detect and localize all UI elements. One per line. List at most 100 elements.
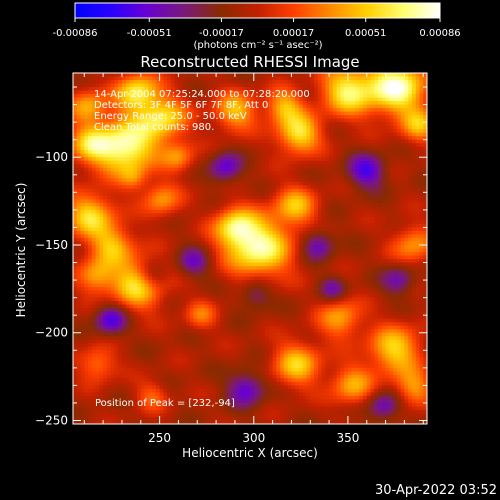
heatmap-cell bbox=[310, 146, 315, 151]
heatmap-cell bbox=[314, 76, 319, 81]
heatmap-cell bbox=[167, 234, 172, 239]
heatmap-cell bbox=[227, 108, 232, 113]
heatmap-cell bbox=[283, 188, 289, 193]
heatmap-cell bbox=[227, 164, 232, 169]
heatmap-cell bbox=[159, 171, 164, 176]
heatmap-cell bbox=[155, 252, 161, 257]
heatmap-cell bbox=[167, 178, 172, 183]
heatmap-cell bbox=[204, 220, 210, 225]
heatmap-cell bbox=[84, 108, 89, 113]
heatmap-cell bbox=[314, 73, 319, 78]
heatmap-cell bbox=[340, 101, 345, 106]
heatmap-cell bbox=[137, 244, 142, 250]
heatmap-cell bbox=[231, 143, 236, 148]
heatmap-cell bbox=[336, 153, 341, 158]
heatmap-cell bbox=[76, 73, 82, 78]
heatmap-cell bbox=[204, 97, 210, 102]
heatmap-cell bbox=[362, 111, 368, 116]
heatmap-cell bbox=[242, 160, 247, 165]
heatmap-cell bbox=[114, 174, 119, 179]
heatmap-cell bbox=[408, 76, 413, 81]
heatmap-cell bbox=[103, 171, 108, 176]
heatmap-cell bbox=[212, 227, 217, 232]
heatmap-cell bbox=[125, 143, 131, 148]
heatmap-cell bbox=[201, 118, 206, 123]
heatmap-cell bbox=[193, 115, 198, 120]
heatmap-cell bbox=[118, 227, 123, 232]
heatmap-cell bbox=[125, 76, 131, 81]
heatmap-cell bbox=[261, 146, 266, 151]
heatmap-cell bbox=[404, 111, 409, 116]
heatmap-cell bbox=[257, 111, 262, 116]
heatmap-cell bbox=[155, 143, 161, 148]
heatmap-cell bbox=[415, 174, 421, 179]
heatmap-cell bbox=[295, 171, 300, 176]
heatmap-cell bbox=[167, 153, 172, 158]
heatmap-cell bbox=[185, 118, 191, 123]
heatmap-cell bbox=[178, 146, 183, 151]
heatmap-cell bbox=[344, 111, 349, 116]
heatmap-cell bbox=[133, 94, 138, 99]
heatmap-cell bbox=[272, 87, 277, 92]
heatmap-cell bbox=[155, 87, 161, 92]
heatmap-cell bbox=[325, 174, 330, 179]
heatmap-cell bbox=[140, 230, 146, 236]
heatmap-cell bbox=[396, 167, 402, 172]
heatmap-cell bbox=[265, 234, 270, 239]
heatmap-cell bbox=[253, 230, 259, 236]
heatmap-cell bbox=[423, 94, 427, 99]
heatmap-cell bbox=[370, 227, 375, 232]
heatmap-cell bbox=[291, 104, 296, 109]
heatmap-cell bbox=[381, 199, 387, 204]
heatmap-cell bbox=[280, 153, 285, 158]
heatmap-cell bbox=[298, 111, 304, 116]
heatmap-cell bbox=[178, 87, 183, 92]
heatmap-cell bbox=[148, 160, 153, 165]
heatmap-cell bbox=[351, 132, 357, 137]
heatmap-cell bbox=[359, 195, 364, 200]
heatmap-cell bbox=[216, 111, 221, 116]
colorbar-strip bbox=[75, 3, 440, 18]
heatmap-cell bbox=[340, 188, 345, 193]
heatmap-cell bbox=[362, 202, 368, 207]
heatmap-cell bbox=[88, 188, 93, 193]
heatmap-cell bbox=[212, 199, 217, 204]
heatmap-cell bbox=[265, 111, 270, 116]
heatmap-cell bbox=[110, 146, 116, 151]
heatmap-cell bbox=[148, 206, 153, 211]
heatmap-cell bbox=[351, 146, 357, 151]
heatmap-cell bbox=[174, 143, 180, 148]
heatmap-cell bbox=[91, 223, 97, 229]
heatmap-cell bbox=[137, 73, 142, 78]
heatmap-cell bbox=[257, 241, 262, 246]
heatmap-cell bbox=[295, 206, 300, 211]
heatmap-cell bbox=[231, 132, 236, 137]
heatmap-cell bbox=[144, 213, 149, 218]
heatmap-cell bbox=[159, 115, 164, 120]
heatmap-cell bbox=[355, 111, 360, 116]
heatmap-cell bbox=[268, 216, 274, 222]
heatmap-cell bbox=[370, 178, 375, 183]
heatmap-cell bbox=[114, 223, 119, 229]
heatmap-cell bbox=[351, 157, 357, 162]
heatmap-cell bbox=[359, 241, 364, 246]
heatmap-cell bbox=[238, 252, 244, 257]
heatmap-cell bbox=[219, 213, 225, 218]
heatmap-cell bbox=[419, 216, 424, 222]
heatmap-cell bbox=[163, 192, 168, 197]
heatmap-cell bbox=[408, 94, 413, 99]
heatmap-cell bbox=[103, 143, 108, 148]
heatmap-cell bbox=[103, 216, 108, 222]
heatmap-cell bbox=[125, 255, 131, 260]
heatmap-cell bbox=[268, 115, 274, 120]
heatmap-cell bbox=[140, 101, 146, 106]
heatmap-cell bbox=[355, 115, 360, 120]
heatmap-cell bbox=[411, 220, 417, 225]
heatmap-cell bbox=[362, 129, 368, 134]
heatmap-cell bbox=[366, 220, 372, 225]
heatmap-cell bbox=[106, 188, 112, 193]
heatmap-cell bbox=[295, 104, 300, 109]
heatmap-cell bbox=[351, 181, 357, 186]
heatmap-cell bbox=[336, 146, 341, 151]
heatmap-cell bbox=[95, 94, 100, 99]
